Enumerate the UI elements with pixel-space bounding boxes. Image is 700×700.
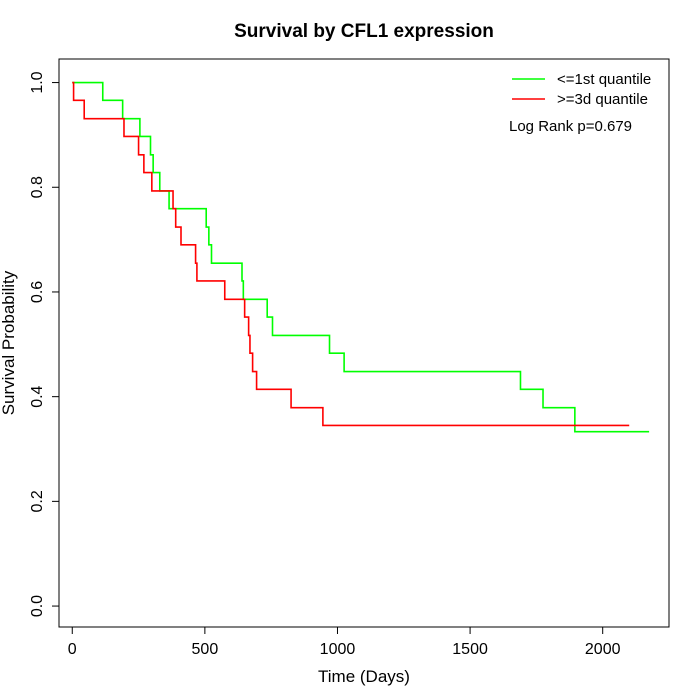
x-tick-label: 0 xyxy=(68,641,77,658)
log-rank-annotation: Log Rank p=0.679 xyxy=(509,118,632,135)
x-tick-label: 500 xyxy=(192,641,219,658)
survival-curve-1 xyxy=(72,81,650,433)
y-tick-label: 0.0 xyxy=(29,595,46,617)
survival-curve-2 xyxy=(72,81,630,427)
x-tick-label: 1500 xyxy=(452,641,488,658)
series-layer xyxy=(72,81,650,433)
x-tick-label: 2000 xyxy=(585,641,621,658)
y-tick-label: 1.0 xyxy=(29,71,46,93)
y-tick-label: 0.2 xyxy=(29,490,46,512)
x-axis: 0 500 1000 1500 2000 xyxy=(68,626,621,658)
legend: <=1st quantile >=3d quantile xyxy=(512,71,651,108)
legend-label-2: >=3d quantile xyxy=(557,91,648,108)
x-axis-label: Time (Days) xyxy=(318,667,410,686)
legend-label-1: <=1st quantile xyxy=(557,71,651,88)
chart-title: Survival by CFL1 expression xyxy=(234,21,494,42)
x-tick-label: 1000 xyxy=(320,641,356,658)
y-tick-label: 0.6 xyxy=(29,281,46,303)
y-axis: 0.0 0.2 0.4 0.6 0.8 1.0 xyxy=(29,71,60,617)
y-tick-label: 0.8 xyxy=(29,176,46,198)
y-axis-label: Survival Probability xyxy=(0,270,18,415)
y-tick-label: 0.4 xyxy=(29,385,46,407)
